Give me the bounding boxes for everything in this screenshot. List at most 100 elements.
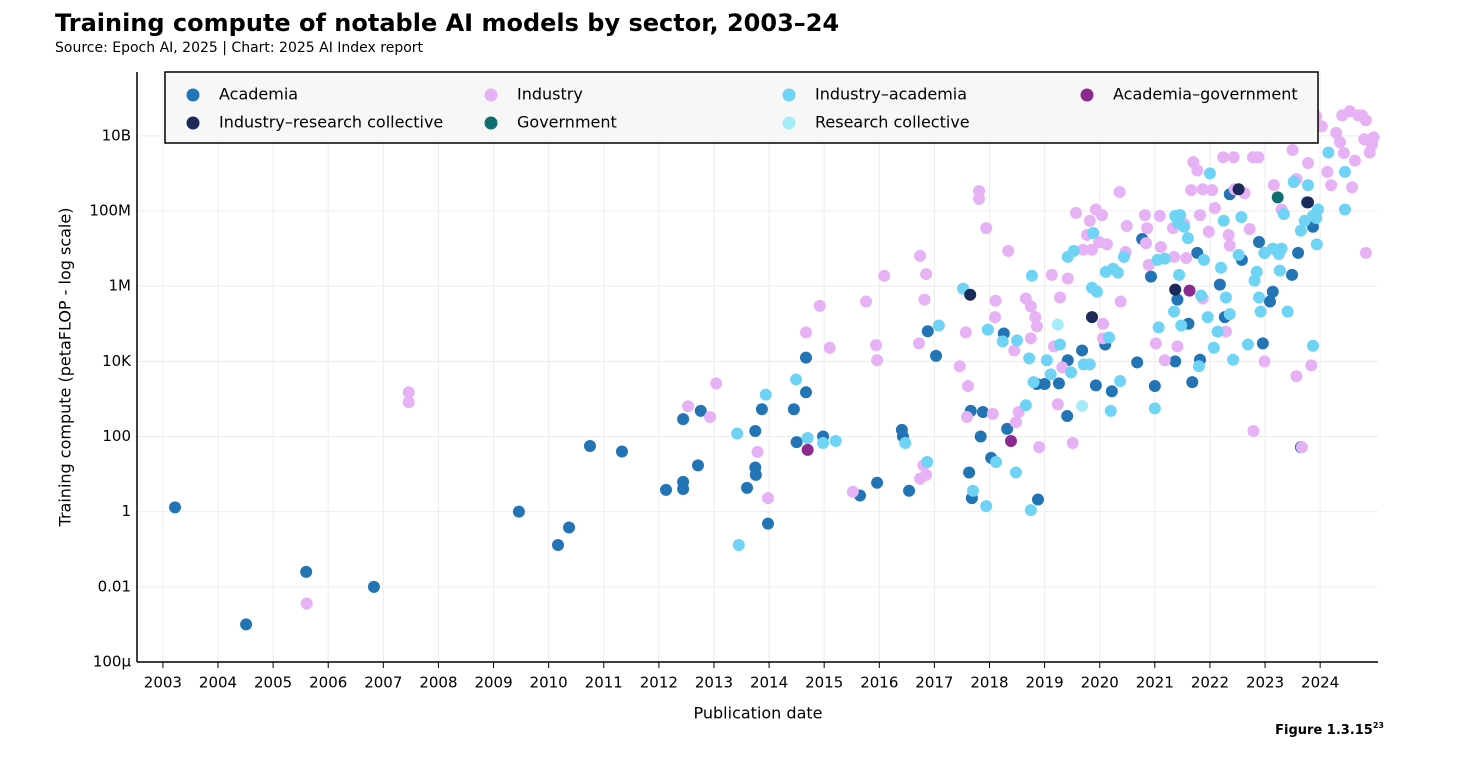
point [1275, 242, 1288, 255]
y-tick-label: 100μ [93, 653, 132, 671]
point [1089, 379, 1102, 392]
point [1095, 209, 1108, 222]
chart-title: Training compute of notable AI models by… [55, 9, 839, 37]
point [1211, 325, 1224, 338]
point [563, 521, 576, 534]
point [749, 468, 762, 481]
legend-marker [186, 88, 200, 102]
point [963, 466, 976, 479]
point [691, 459, 704, 472]
point [930, 349, 943, 362]
x-tick-label: 2003 [144, 674, 182, 692]
point [1066, 437, 1079, 450]
point [974, 430, 987, 443]
point [1076, 399, 1089, 412]
point [402, 386, 415, 399]
point [1196, 183, 1209, 196]
point [1337, 146, 1350, 159]
point [1258, 355, 1271, 368]
point [1286, 268, 1299, 281]
x-tick-label: 2013 [695, 674, 733, 692]
y-tick-label: 0.01 [98, 577, 131, 595]
point [1169, 355, 1182, 368]
y-tick-label: 1 [121, 502, 131, 520]
point [731, 427, 744, 440]
point [846, 485, 859, 498]
x-tick-label: 2016 [860, 674, 898, 692]
point [860, 295, 873, 308]
legend-marker [186, 116, 200, 130]
point [790, 436, 803, 449]
point [823, 341, 836, 354]
point [1281, 305, 1294, 318]
point [921, 455, 934, 468]
point [759, 388, 772, 401]
point [799, 326, 812, 339]
point [1333, 136, 1346, 149]
point [1359, 246, 1372, 259]
point [1207, 341, 1220, 354]
point [986, 407, 999, 420]
point [1114, 374, 1127, 387]
point [677, 483, 690, 496]
point [732, 538, 745, 551]
point [677, 413, 690, 426]
x-tick-label: 2010 [530, 674, 568, 692]
point [1241, 338, 1254, 351]
figure-label: Figure 1.3.1523 [1275, 721, 1384, 738]
point [1367, 131, 1380, 144]
point [761, 492, 774, 505]
point [1061, 410, 1074, 423]
point [787, 403, 800, 416]
point [1168, 250, 1181, 263]
point [1087, 227, 1100, 240]
point [749, 425, 762, 438]
x-tick-label: 2005 [254, 674, 292, 692]
x-tick-label: 2019 [1026, 674, 1064, 692]
legend-marker [484, 116, 498, 130]
point [1348, 154, 1361, 167]
x-tick-label: 2007 [364, 674, 402, 692]
point [1097, 317, 1110, 330]
point [918, 293, 931, 306]
point [240, 618, 253, 631]
point [1321, 165, 1334, 178]
point [1025, 269, 1038, 282]
point [1061, 272, 1074, 285]
point [1105, 385, 1118, 398]
point [878, 269, 891, 282]
point [1180, 252, 1193, 265]
point [1302, 156, 1315, 169]
point [1273, 264, 1286, 277]
x-tick-label: 2024 [1301, 674, 1339, 692]
point [1045, 268, 1058, 281]
point [1197, 253, 1210, 266]
point [1001, 422, 1014, 435]
x-tick-label: 2017 [915, 674, 953, 692]
x-tick-label: 2020 [1081, 674, 1119, 692]
point [1104, 404, 1117, 417]
x-tick-label: 2014 [750, 674, 788, 692]
point [1194, 209, 1207, 222]
point [1214, 261, 1227, 274]
point [790, 373, 803, 386]
point [980, 500, 993, 513]
point [615, 445, 628, 458]
point [903, 484, 916, 497]
point [829, 434, 842, 447]
point [1114, 295, 1127, 308]
point [1148, 380, 1161, 393]
legend-marker [1080, 88, 1094, 102]
point [801, 443, 814, 456]
point [1019, 399, 1032, 412]
legend-marker [782, 116, 796, 130]
point [1033, 441, 1046, 454]
point [1040, 354, 1053, 367]
legend-marker [782, 88, 796, 102]
point [1113, 186, 1126, 199]
point [1183, 284, 1196, 297]
point [1100, 238, 1113, 251]
point [1191, 164, 1204, 177]
point [920, 468, 933, 481]
point [1054, 291, 1067, 304]
